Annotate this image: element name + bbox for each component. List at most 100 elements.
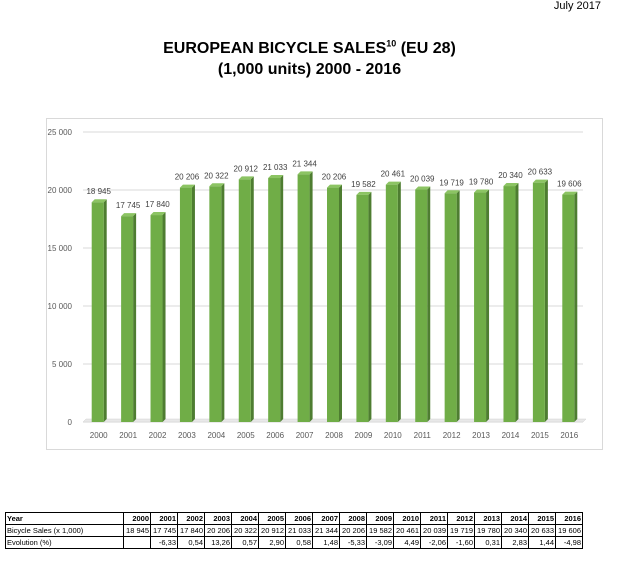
row-label-sales: Bicycle Sales (x 1,000) — [5, 524, 124, 537]
bar-side — [544, 179, 548, 422]
x-tick-label: 2015 — [531, 431, 549, 440]
data-label: 20 340 — [498, 171, 523, 180]
bar-side — [427, 186, 431, 422]
bar-top — [268, 175, 284, 179]
x-tick-label: 2002 — [149, 431, 167, 440]
title-line-2: (1,000 units) 2000 - 2016 — [217, 61, 402, 78]
y-tick-label: 5 000 — [52, 360, 73, 369]
data-label: 19 719 — [439, 178, 464, 187]
data-table: Year 2000 2001 2002 2003 2004 2005 2006 2007 200… — [5, 512, 583, 549]
x-tick-label: 2008 — [325, 431, 343, 440]
table-cell-evolution: -5,33 — [339, 536, 367, 549]
table-cell-evolution: -4,98 — [555, 536, 583, 549]
bar — [150, 215, 163, 422]
bar-top — [474, 189, 490, 193]
bar-side — [280, 175, 284, 422]
table-cell-year: 2002 — [177, 512, 205, 525]
report-date: July 2017 — [553, 0, 601, 12]
table-cell-sales: 20 340 — [501, 524, 529, 537]
title-footnote-ref: 10 — [386, 38, 397, 49]
bar-side — [339, 184, 342, 422]
bar-top — [121, 213, 137, 217]
table-row-evolution: Evolution (%) -6,33 0,54 13,26 0,57 2,90 0,58… — [5, 536, 583, 549]
table-cell-evolution: 0,57 — [231, 536, 259, 549]
data-label: 19 780 — [469, 178, 494, 187]
table-cell-sales: 21 344 — [312, 524, 340, 537]
table-cell-year: 2005 — [258, 512, 286, 525]
x-tick-label: 2012 — [443, 431, 461, 440]
table-cell-sales: 20 633 — [528, 524, 556, 537]
data-label: 21 033 — [263, 163, 288, 172]
data-label: 17 745 — [116, 201, 141, 210]
table-cell-sales: 20 461 — [393, 524, 421, 537]
x-tick-label: 2007 — [296, 431, 314, 440]
table-cell-evolution: -6,33 — [150, 536, 178, 549]
x-tick-label: 2001 — [119, 431, 137, 440]
x-tick-label: 2016 — [560, 431, 578, 440]
bar — [91, 202, 104, 422]
table-cell-year: 2013 — [474, 512, 502, 525]
bar — [179, 187, 192, 422]
y-tick-label: 0 — [68, 418, 73, 427]
table-cell-sales: 20 206 — [339, 524, 367, 537]
bar — [562, 194, 575, 422]
bar — [532, 182, 545, 422]
title-suffix: (EU 28) — [396, 40, 456, 57]
bar — [238, 179, 251, 422]
table-row-sales: Bicycle Sales (x 1,000) 18 945 17 745 17 8… — [5, 524, 583, 537]
table-cell-evolution — [123, 536, 151, 549]
bar-top — [415, 186, 431, 190]
bar-top — [562, 191, 578, 195]
table-cell-evolution: 1,44 — [528, 536, 556, 549]
bar-side — [162, 212, 166, 422]
data-label: 19 606 — [557, 180, 582, 189]
data-label: 20 039 — [410, 175, 435, 184]
table-cell-year: 2007 — [312, 512, 340, 525]
bar-side — [574, 191, 578, 422]
table-cell-evolution: -3,09 — [366, 536, 394, 549]
table-row-year: Year 2000 2001 2002 2003 2004 2005 2006 2007 200… — [5, 512, 583, 525]
table-cell-sales: 19 780 — [474, 524, 502, 537]
bar-side — [250, 176, 254, 422]
x-tick-label: 2013 — [472, 431, 490, 440]
data-label: 21 344 — [292, 159, 317, 168]
data-label: 20 461 — [381, 170, 406, 179]
bar — [121, 216, 134, 422]
bar-top — [327, 184, 342, 188]
table-cell-sales: 18 945 — [123, 524, 151, 537]
table-cell-year: 2006 — [285, 512, 313, 525]
table-cell-year: 2008 — [339, 512, 367, 525]
bar-top — [385, 181, 401, 185]
title-main: EUROPEAN BICYCLE SALES — [163, 40, 387, 57]
bar-top — [238, 176, 254, 180]
x-tick-label: 2005 — [237, 431, 255, 440]
bar — [209, 186, 222, 422]
table-cell-sales: 20 322 — [231, 524, 259, 537]
table-cell-year: 2003 — [204, 512, 232, 525]
table-cell-year: 2012 — [447, 512, 475, 525]
table-cell-evolution: -2,06 — [420, 536, 448, 549]
table-cell-sales: 20 039 — [420, 524, 448, 537]
x-tick-label: 2006 — [266, 431, 284, 440]
table-cell-year: 2000 — [123, 512, 151, 525]
table-cell-sales: 19 582 — [366, 524, 394, 537]
bar-top — [91, 199, 107, 203]
x-tick-label: 2010 — [384, 431, 402, 440]
bar-side — [397, 181, 401, 422]
bar — [327, 187, 339, 422]
table-cell-sales: 21 033 — [285, 524, 313, 537]
bar-top — [179, 184, 195, 188]
data-label: 17 840 — [145, 200, 170, 209]
y-tick-label: 25 000 — [48, 128, 73, 137]
x-tick-label: 2004 — [207, 431, 225, 440]
bar-top — [150, 212, 166, 216]
table-cell-evolution: 0,31 — [474, 536, 502, 549]
table-cell-sales: 19 719 — [447, 524, 475, 537]
table-cell-sales: 20 206 — [204, 524, 232, 537]
table-cell-evolution: 4,49 — [393, 536, 421, 549]
y-tick-label: 15 000 — [48, 244, 73, 253]
y-tick-label: 10 000 — [48, 302, 73, 311]
bar-top — [356, 191, 372, 195]
table-cell-evolution: 0,58 — [285, 536, 313, 549]
